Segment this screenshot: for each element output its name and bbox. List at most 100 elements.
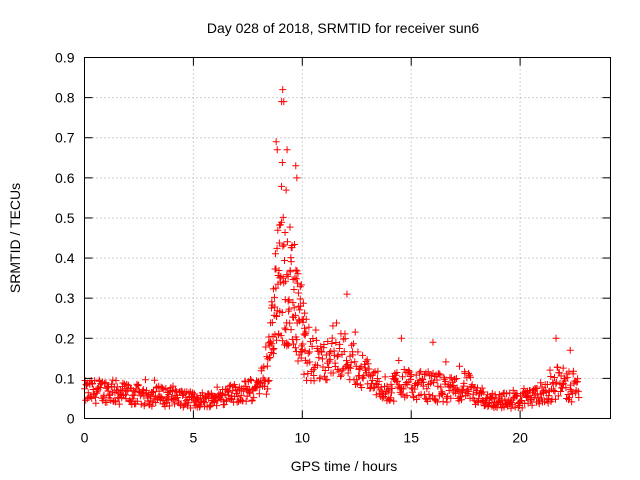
data-point	[291, 344, 299, 352]
data-point	[271, 250, 279, 258]
data-point	[279, 86, 287, 94]
data-point	[547, 372, 555, 380]
data-point	[326, 355, 334, 363]
data-point	[399, 385, 407, 393]
data-point	[91, 393, 99, 401]
data-point	[301, 309, 309, 317]
data-point	[129, 395, 137, 403]
data-point	[290, 304, 298, 312]
data-point	[421, 370, 429, 378]
data-point	[332, 339, 340, 347]
data-point	[562, 384, 570, 392]
data-point	[431, 372, 439, 380]
data-point	[386, 394, 394, 402]
y-tick-label: 0.6	[55, 170, 75, 186]
data-point	[566, 346, 574, 354]
data-point	[325, 363, 333, 371]
data-point	[173, 394, 181, 402]
data-point	[306, 358, 314, 366]
data-point	[110, 397, 118, 405]
data-point	[561, 377, 569, 385]
data-point	[119, 379, 127, 387]
data-point	[387, 389, 395, 397]
data-point	[287, 258, 295, 266]
data-point	[550, 387, 558, 395]
data-point	[297, 281, 305, 289]
data-point	[420, 378, 428, 386]
data-point	[286, 268, 294, 276]
x-tick-label: 10	[295, 430, 311, 446]
data-point	[185, 399, 193, 407]
data-point	[359, 351, 367, 359]
data-point	[378, 394, 386, 402]
data-point	[137, 400, 145, 408]
data-point	[300, 324, 308, 332]
data-point	[323, 376, 331, 384]
data-point	[213, 402, 221, 410]
chart-title: Day 028 of 2018, SRMTID for receiver sun…	[207, 20, 480, 36]
data-point	[337, 372, 345, 380]
data-point	[443, 398, 451, 406]
data-point	[265, 333, 273, 341]
data-point	[528, 401, 536, 409]
data-point	[97, 380, 105, 388]
y-tick-label: 0.5	[55, 210, 75, 226]
data-point	[285, 341, 293, 349]
data-point	[374, 367, 382, 375]
data-point	[292, 275, 300, 283]
data-point	[271, 303, 279, 311]
data-point	[274, 226, 282, 234]
data-point	[123, 380, 131, 388]
data-point	[306, 348, 314, 356]
data-point	[329, 322, 337, 330]
data-point	[460, 379, 468, 387]
data-point	[165, 402, 173, 410]
data-point	[273, 336, 281, 344]
data-point	[155, 387, 163, 395]
data-point	[535, 400, 543, 408]
data-point	[569, 367, 577, 375]
data-point	[93, 384, 101, 392]
data-point	[573, 378, 581, 386]
data-point	[272, 284, 280, 292]
data-point	[498, 397, 506, 405]
data-point	[447, 374, 455, 382]
data-point	[377, 383, 385, 391]
data-point	[385, 385, 393, 393]
data-point	[325, 357, 333, 365]
data-point	[319, 363, 327, 371]
data-point	[275, 239, 283, 247]
data-point	[165, 390, 173, 398]
data-point	[434, 382, 442, 390]
data-point	[358, 384, 366, 392]
data-point	[196, 403, 204, 411]
data-point	[289, 276, 297, 284]
y-tick-label: 0.7	[55, 130, 75, 146]
data-point	[294, 289, 302, 297]
data-point	[341, 335, 349, 343]
y-tick-label: 0.9	[55, 50, 75, 66]
data-point	[537, 379, 545, 387]
data-point	[337, 371, 345, 379]
data-point	[329, 369, 337, 377]
data-point	[424, 368, 432, 376]
data-point	[469, 390, 477, 398]
data-point	[423, 385, 431, 393]
data-point	[284, 297, 292, 305]
data-point	[287, 326, 295, 334]
data-point	[445, 387, 453, 395]
data-point	[545, 392, 553, 400]
data-point	[280, 98, 288, 106]
data-point	[407, 371, 415, 379]
data-point	[214, 397, 222, 405]
data-point	[278, 158, 286, 166]
data-point	[349, 351, 357, 359]
data-point	[139, 386, 147, 394]
data-point	[168, 387, 176, 395]
data-point	[429, 392, 437, 400]
data-point	[335, 367, 343, 375]
data-point	[293, 267, 301, 275]
data-point	[88, 394, 96, 402]
data-point	[472, 389, 480, 397]
data-point	[286, 319, 294, 327]
